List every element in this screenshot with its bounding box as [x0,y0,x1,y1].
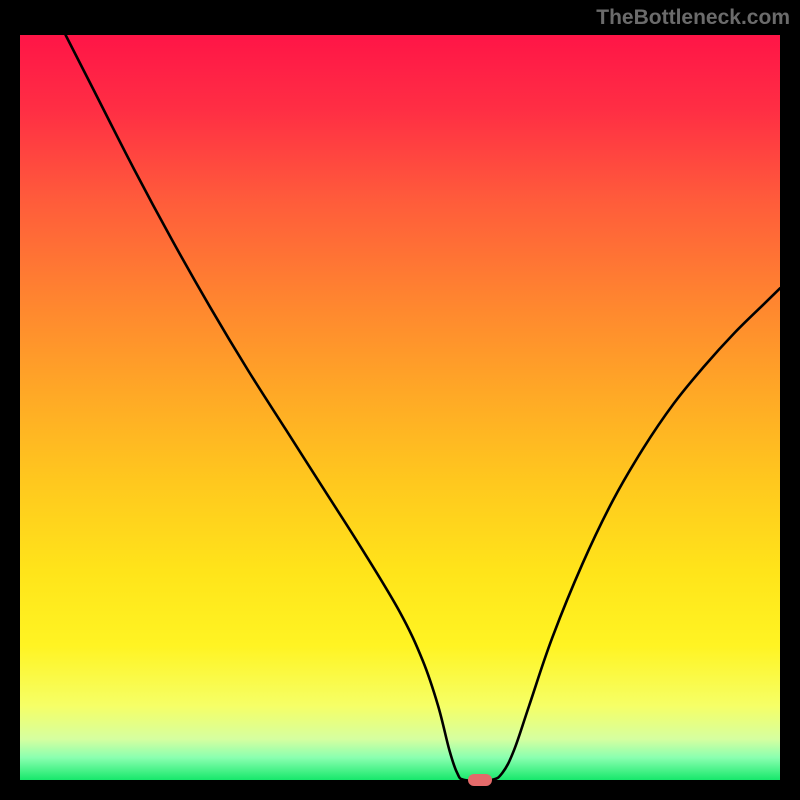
curve-layer [20,35,780,780]
watermark-text: TheBottleneck.com [596,6,790,30]
chart-container: TheBottleneck.com [0,0,800,800]
bottleneck-curve [66,35,780,780]
plot-area [20,35,780,780]
optimum-marker [468,774,492,786]
